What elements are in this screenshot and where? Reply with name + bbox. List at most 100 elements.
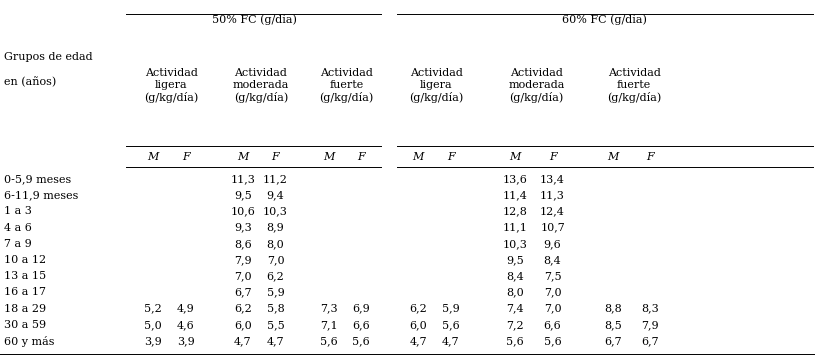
Text: 6,7: 6,7 — [641, 336, 659, 346]
Text: 5,8: 5,8 — [267, 304, 284, 314]
Text: 7,4: 7,4 — [506, 304, 524, 314]
Text: M: M — [323, 152, 334, 162]
Text: F: F — [182, 152, 190, 162]
Text: 5,6: 5,6 — [544, 336, 562, 346]
Text: 13,6: 13,6 — [503, 174, 527, 184]
Text: Actividad
fuerte
(g/kg/día): Actividad fuerte (g/kg/día) — [607, 68, 661, 103]
Text: Actividad
fuerte
(g/kg/día): Actividad fuerte (g/kg/día) — [319, 68, 373, 103]
Text: M: M — [509, 152, 521, 162]
Text: 8,9: 8,9 — [267, 222, 284, 233]
Text: 10,7: 10,7 — [540, 222, 565, 233]
Text: 11,3: 11,3 — [231, 174, 255, 184]
Text: 6,9: 6,9 — [352, 304, 370, 314]
Text: 11,3: 11,3 — [540, 190, 565, 200]
Text: 6,6: 6,6 — [352, 320, 370, 330]
Text: 13,4: 13,4 — [540, 174, 565, 184]
Text: F: F — [548, 152, 557, 162]
Text: 7 a 9: 7 a 9 — [4, 239, 32, 249]
Text: 8,3: 8,3 — [641, 304, 659, 314]
Text: 4,7: 4,7 — [409, 336, 427, 346]
Text: Actividad
moderada
(g/kg/día): Actividad moderada (g/kg/día) — [508, 68, 565, 103]
Text: 12,8: 12,8 — [503, 206, 527, 216]
Text: 4 a 6: 4 a 6 — [4, 222, 32, 233]
Text: 3,9: 3,9 — [177, 336, 195, 346]
Text: 30 a 59: 30 a 59 — [4, 320, 46, 330]
Text: 6,7: 6,7 — [604, 336, 622, 346]
Text: Actividad
moderada
(g/kg/día): Actividad moderada (g/kg/día) — [232, 68, 289, 103]
Text: M: M — [607, 152, 619, 162]
Text: 10,6: 10,6 — [231, 206, 255, 216]
Text: 7,1: 7,1 — [319, 320, 337, 330]
Text: 8,4: 8,4 — [544, 255, 562, 265]
Text: 6,2: 6,2 — [409, 304, 427, 314]
Text: 5,9: 5,9 — [442, 304, 460, 314]
Text: 11,1: 11,1 — [503, 222, 527, 233]
Text: 7,3: 7,3 — [319, 304, 337, 314]
Text: 18 a 29: 18 a 29 — [4, 304, 46, 314]
Text: 6-11,9 meses: 6-11,9 meses — [4, 190, 78, 200]
Text: 9,6: 9,6 — [544, 239, 562, 249]
Text: 9,4: 9,4 — [267, 190, 284, 200]
Text: 13 a 15: 13 a 15 — [4, 271, 46, 281]
Text: 6,0: 6,0 — [409, 320, 427, 330]
Text: 7,0: 7,0 — [234, 271, 252, 281]
Text: 11,4: 11,4 — [503, 190, 527, 200]
Text: 8,6: 8,6 — [234, 239, 252, 249]
Text: M: M — [148, 152, 159, 162]
Text: Actividad
ligera
(g/kg/día): Actividad ligera (g/kg/día) — [409, 68, 463, 103]
Text: 6,2: 6,2 — [267, 271, 284, 281]
Text: Grupos de edad: Grupos de edad — [4, 52, 93, 62]
Text: 1 a 3: 1 a 3 — [4, 206, 32, 216]
Text: 10,3: 10,3 — [263, 206, 288, 216]
Text: 5,0: 5,0 — [144, 320, 162, 330]
Text: Actividad
ligera
(g/kg/día): Actividad ligera (g/kg/día) — [144, 68, 198, 103]
Text: 9,5: 9,5 — [234, 190, 252, 200]
Text: 7,5: 7,5 — [544, 271, 562, 281]
Text: 11,2: 11,2 — [263, 174, 288, 184]
Text: 60 y más: 60 y más — [4, 336, 55, 346]
Text: 7,9: 7,9 — [234, 255, 252, 265]
Text: 6,2: 6,2 — [234, 304, 252, 314]
Text: 8,5: 8,5 — [604, 320, 622, 330]
Text: 8,8: 8,8 — [604, 304, 622, 314]
Text: 5,6: 5,6 — [442, 320, 460, 330]
Text: 12,4: 12,4 — [540, 206, 565, 216]
Text: 4,9: 4,9 — [177, 304, 195, 314]
Text: 8,0: 8,0 — [506, 287, 524, 298]
Text: en (años): en (años) — [4, 77, 56, 87]
Text: 10,3: 10,3 — [503, 239, 527, 249]
Text: 7,2: 7,2 — [506, 320, 524, 330]
Text: 0-5,9 meses: 0-5,9 meses — [4, 174, 72, 184]
Text: 60% FC (g/día): 60% FC (g/día) — [562, 14, 647, 25]
Text: 5,9: 5,9 — [267, 287, 284, 298]
Text: 4,7: 4,7 — [234, 336, 252, 346]
Text: F: F — [271, 152, 280, 162]
Text: 3,9: 3,9 — [144, 336, 162, 346]
Text: 5,2: 5,2 — [144, 304, 162, 314]
Text: 4,7: 4,7 — [267, 336, 284, 346]
Text: 6,7: 6,7 — [234, 287, 252, 298]
Text: 4,6: 4,6 — [177, 320, 195, 330]
Text: 9,5: 9,5 — [506, 255, 524, 265]
Text: 8,4: 8,4 — [506, 271, 524, 281]
Text: 9,3: 9,3 — [234, 222, 252, 233]
Text: F: F — [646, 152, 654, 162]
Text: 50% FC (g/día): 50% FC (g/día) — [212, 14, 297, 25]
Text: 6,0: 6,0 — [234, 320, 252, 330]
Text: M: M — [237, 152, 249, 162]
Text: 7,0: 7,0 — [267, 255, 284, 265]
Text: F: F — [447, 152, 455, 162]
Text: F: F — [357, 152, 365, 162]
Text: 6,6: 6,6 — [544, 320, 562, 330]
Text: 7,0: 7,0 — [544, 304, 562, 314]
Text: 5,6: 5,6 — [506, 336, 524, 346]
Text: M: M — [412, 152, 424, 162]
Text: 10 a 12: 10 a 12 — [4, 255, 46, 265]
Text: 5,6: 5,6 — [319, 336, 337, 346]
Text: 5,6: 5,6 — [352, 336, 370, 346]
Text: 16 a 17: 16 a 17 — [4, 287, 46, 298]
Text: 4,7: 4,7 — [442, 336, 460, 346]
Text: 7,9: 7,9 — [641, 320, 659, 330]
Text: 5,5: 5,5 — [267, 320, 284, 330]
Text: 8,0: 8,0 — [267, 239, 284, 249]
